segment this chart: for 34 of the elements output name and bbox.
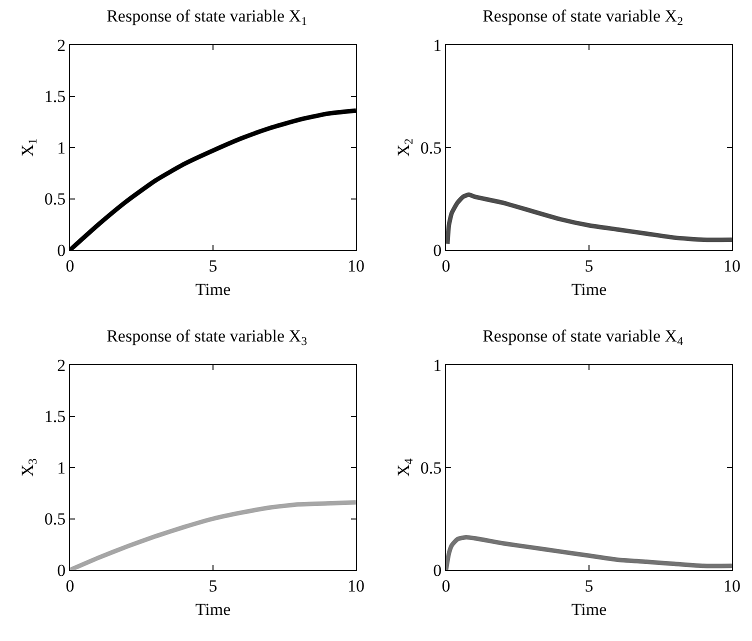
y-tick-label: 1	[57, 138, 66, 158]
y-tick-label: 0	[57, 560, 66, 580]
chart-title: Response of state variable X$_{4}$	[482, 326, 684, 348]
x-tick-label: 10	[348, 576, 364, 596]
x-tick-label: 10	[724, 576, 740, 596]
y-tick-label: 1.5	[44, 87, 66, 106]
x-tick-label: 5	[208, 576, 218, 596]
y-tick-label: 0.5	[44, 510, 66, 529]
line-series	[446, 534, 732, 570]
y-tick-label: 1	[433, 36, 442, 55]
x-axis-title: Time	[195, 280, 231, 299]
x-axis-title: Time	[195, 600, 231, 619]
chart-title: Response of state variable X$_{3}$	[106, 326, 308, 348]
y-tick-label: 1.5	[44, 407, 66, 426]
y-tick-label: 2	[57, 356, 66, 375]
x-tick-label: 10	[724, 256, 740, 276]
y-tick-label: 2	[57, 36, 66, 55]
y-tick-label: 0.5	[420, 458, 442, 478]
y-tick-label: 0.5	[44, 190, 66, 209]
line-series	[70, 500, 356, 570]
x-tick-label: 10	[348, 256, 364, 276]
y-tick-label: 0	[57, 240, 66, 260]
x-axis-title: Time	[571, 600, 607, 619]
y-tick-label: 1	[433, 356, 442, 375]
x-tick-label: 5	[584, 256, 594, 276]
x-axis-title: Time	[571, 280, 607, 299]
x-tick-label: 5	[208, 256, 218, 276]
y-tick-label: 1	[57, 458, 66, 478]
chart-title: Response of state variable X$_{2}$	[482, 6, 684, 28]
y-tick-label: 0	[433, 240, 442, 260]
y-tick-label: 0	[433, 560, 442, 580]
chart-title: Response of state variable X$_{1}$	[106, 6, 308, 28]
y-tick-label: 0.5	[420, 138, 442, 158]
x-tick-label: 5	[584, 576, 594, 596]
